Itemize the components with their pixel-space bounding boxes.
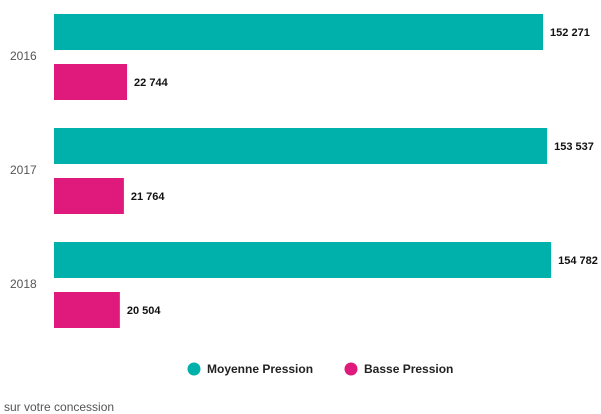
value-label: 22 744 (134, 77, 169, 89)
value-label: 20 504 (127, 305, 162, 317)
y-tick-label: 2018 (10, 277, 37, 291)
value-label: 153 537 (554, 141, 594, 153)
value-label: 21 764 (131, 191, 166, 203)
value-label: 152 271 (550, 27, 590, 39)
legend-label: Basse Pression (364, 362, 453, 376)
value-label: 154 782 (558, 255, 598, 267)
bar (54, 64, 128, 100)
legend-label: Moyenne Pression (207, 362, 313, 376)
y-tick-label: 2016 (10, 49, 37, 63)
y-tick-label: 2017 (10, 163, 37, 177)
bar (54, 14, 544, 50)
bar (54, 128, 548, 164)
bar (54, 178, 124, 214)
footnote: sur votre concession (4, 400, 114, 414)
legend-marker (344, 362, 358, 376)
legend-marker (187, 362, 201, 376)
bar (54, 292, 120, 328)
bar (54, 242, 552, 278)
